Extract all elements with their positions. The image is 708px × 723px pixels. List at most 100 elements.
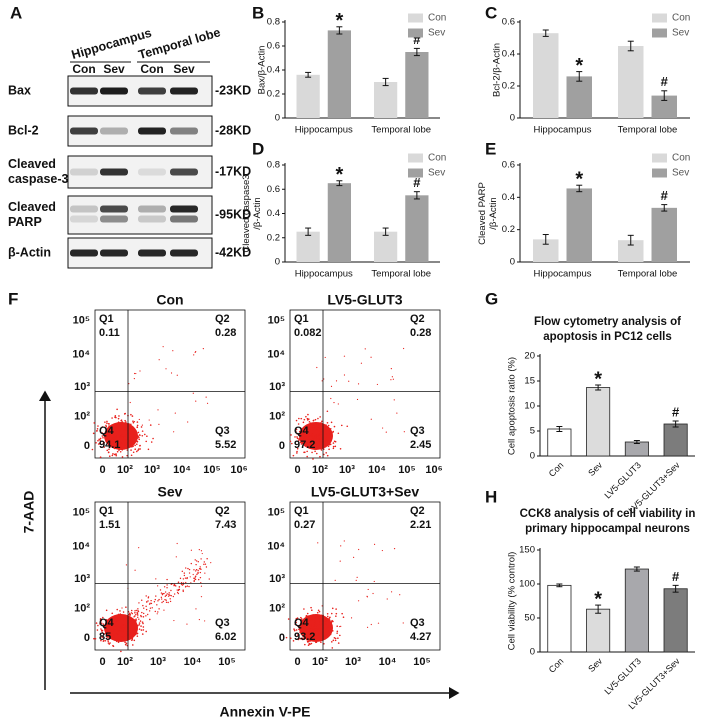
blot-band — [170, 205, 198, 213]
flow-x-tick: 10⁴ — [184, 656, 202, 668]
dot — [105, 425, 108, 428]
bar — [624, 441, 649, 457]
dot — [126, 454, 128, 457]
dot — [327, 618, 330, 621]
dot — [133, 421, 136, 423]
dot — [138, 623, 141, 626]
dot — [199, 576, 202, 579]
dot — [112, 453, 114, 455]
dot — [108, 443, 111, 446]
dot — [142, 629, 145, 631]
dot — [304, 451, 306, 454]
dot — [119, 616, 121, 619]
dot — [113, 437, 116, 439]
x-tick-label: Con — [547, 656, 566, 675]
dot — [151, 607, 153, 609]
dot — [126, 615, 128, 617]
dot — [335, 615, 337, 617]
dot — [111, 454, 114, 457]
blot-band — [100, 249, 128, 257]
dot — [370, 356, 372, 358]
legend-swatch — [408, 13, 423, 23]
dot-cloud — [91, 346, 209, 458]
dot — [324, 621, 326, 624]
dot — [165, 368, 167, 370]
dot — [314, 434, 317, 436]
panel-label: E — [485, 139, 496, 158]
dot — [308, 642, 311, 645]
dot — [100, 619, 103, 622]
dot — [117, 617, 120, 619]
dot — [125, 618, 127, 620]
dot — [122, 440, 125, 442]
dot — [333, 637, 336, 639]
quadrant-value: 94.1 — [99, 439, 120, 451]
dot — [170, 583, 172, 586]
quadrant-value: 85 — [99, 631, 111, 643]
dot — [303, 638, 306, 640]
dot — [108, 425, 110, 427]
dot — [123, 429, 126, 431]
dot — [195, 575, 197, 577]
dot — [143, 607, 145, 609]
dot — [292, 454, 295, 457]
dot — [370, 418, 372, 420]
dot — [111, 630, 114, 632]
dot — [129, 444, 132, 446]
dot — [319, 626, 321, 629]
error-bar — [336, 26, 343, 35]
dot — [160, 598, 163, 600]
legend-label: Sev — [428, 28, 445, 39]
dot — [130, 449, 132, 451]
dot — [356, 398, 359, 401]
dot — [319, 427, 322, 429]
dot — [114, 438, 117, 441]
y-tick-label: 0.8 — [267, 17, 280, 28]
dot — [306, 439, 309, 442]
dot — [196, 573, 198, 576]
y-tick-label: 150 — [519, 545, 535, 556]
dot — [118, 428, 120, 431]
dot — [314, 418, 317, 421]
dot — [156, 613, 158, 615]
dot — [120, 650, 122, 653]
dot — [106, 449, 109, 452]
dot — [107, 451, 110, 454]
dot — [115, 435, 117, 438]
dot — [364, 348, 366, 350]
error-bar — [305, 227, 312, 236]
dot — [314, 630, 316, 633]
dot — [145, 595, 147, 597]
dot — [321, 441, 323, 443]
dot — [305, 435, 308, 438]
dot — [350, 617, 353, 619]
y-axis-label: Cell apoptosis ratio (%) — [507, 357, 518, 455]
dot — [312, 626, 314, 629]
dot — [133, 434, 135, 436]
dot — [148, 603, 151, 605]
dot — [326, 612, 329, 615]
dot — [337, 642, 340, 644]
dot — [134, 431, 137, 434]
dot — [206, 402, 209, 404]
dot — [304, 432, 306, 435]
dot — [136, 424, 139, 427]
dot — [306, 612, 309, 615]
dot — [118, 623, 120, 625]
dot — [339, 447, 342, 450]
error-bar — [576, 71, 583, 82]
dot — [154, 598, 156, 601]
dot — [310, 424, 313, 426]
dot — [179, 577, 182, 580]
dot — [318, 614, 320, 617]
dot — [315, 635, 317, 638]
dot — [114, 415, 117, 417]
dot — [166, 578, 168, 581]
dot — [315, 629, 317, 631]
dot — [300, 619, 302, 621]
dot — [312, 614, 315, 616]
dot — [317, 629, 320, 631]
dot — [125, 421, 127, 423]
dot — [117, 638, 120, 640]
dot — [123, 427, 125, 429]
